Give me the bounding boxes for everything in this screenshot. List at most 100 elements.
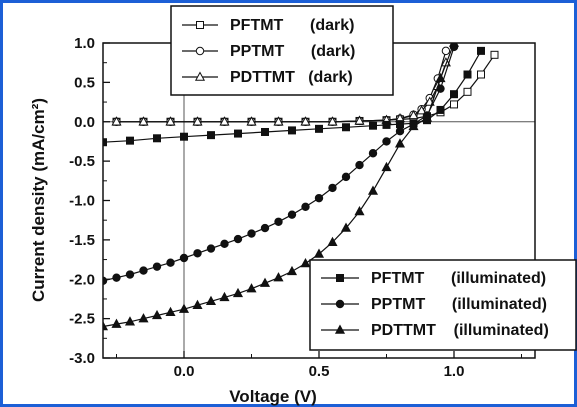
y-tick-label: -3.0 — [69, 350, 95, 367]
data-point — [273, 116, 284, 126]
legend-illuminated-entry-marker — [336, 274, 344, 282]
data-point — [247, 229, 256, 238]
y-tick-label: -0.5 — [69, 153, 95, 170]
data-point — [315, 124, 323, 133]
data-point — [355, 160, 364, 170]
data-point — [246, 283, 257, 293]
legend-illuminated-entry-label: PFTMT (illuminated) — [371, 270, 546, 287]
legend-illuminated-entry-marker — [334, 324, 346, 334]
data-point — [394, 138, 406, 148]
data-point — [435, 72, 446, 83]
data-point — [381, 161, 392, 172]
data-point — [246, 116, 257, 126]
data-point — [219, 291, 230, 302]
data-point — [286, 265, 298, 276]
legend-dark-entry-marker — [196, 21, 204, 29]
legend-dark-entry-marker — [194, 71, 206, 81]
data-point — [193, 249, 202, 258]
data-point — [369, 121, 377, 130]
data-point — [314, 193, 324, 203]
tick-labels: 0.0 0.5 1.0 1.0 0.5 0.0 -0.5 -1.0 -1.5 -2.0 -2.5 -3… — [69, 35, 464, 380]
data-point — [153, 134, 161, 143]
data-point — [382, 137, 391, 146]
data-point — [138, 116, 149, 126]
data-point — [416, 105, 427, 115]
y-tick-label: 1.0 — [74, 35, 95, 52]
y-axis-label: Current density (mA/cm²) — [29, 98, 48, 302]
data-point — [367, 185, 379, 195]
data-point — [301, 202, 310, 212]
data-point — [207, 131, 215, 140]
data-point — [180, 132, 188, 141]
data-point — [192, 299, 203, 309]
data-point — [450, 90, 458, 99]
x-tick-label: 0.5 — [309, 363, 330, 380]
data-point — [354, 115, 365, 125]
data-point — [341, 172, 351, 182]
data-point — [138, 313, 149, 323]
legend-illuminated-entry-marker — [335, 299, 345, 309]
data-point — [219, 116, 230, 126]
y-tick-label: -2.5 — [69, 311, 95, 328]
legend-dark-entry-label: PDTTMT (dark) — [230, 69, 353, 86]
data-point — [111, 116, 122, 126]
legend-illuminated-entry-label: PDTTMT (illuminated) — [371, 322, 549, 339]
data-point — [152, 262, 162, 271]
data-point — [178, 303, 190, 313]
y-tick-label: -1.0 — [69, 193, 95, 210]
data-point — [125, 270, 135, 279]
data-point — [103, 138, 107, 147]
axis-ticks — [103, 42, 522, 359]
data-point — [448, 43, 460, 47]
x-tick-label: 0.0 — [174, 363, 195, 380]
data-point — [192, 116, 203, 126]
data-point — [477, 70, 485, 79]
data-point — [300, 116, 311, 126]
y-tick-label: 0.5 — [74, 74, 95, 91]
y-tick-label: -2.0 — [69, 271, 95, 288]
legend-illuminated: PFTMT (illuminated) PPTMT (illuminated) PD… — [309, 259, 577, 351]
data-point — [179, 253, 189, 263]
data-point — [205, 295, 217, 305]
legend-dark: PFTMT (dark) PPTMT (dark) PDTTMT (dark) — [170, 5, 394, 96]
data-point — [300, 257, 311, 268]
series-layer — [103, 43, 499, 331]
data-point — [287, 210, 297, 219]
data-point — [327, 116, 338, 126]
data-point — [126, 136, 134, 145]
data-point — [463, 87, 472, 96]
data-point — [260, 223, 270, 233]
data-point — [288, 126, 296, 135]
data-point — [463, 70, 472, 79]
series-5 — [103, 43, 460, 331]
data-point — [233, 234, 243, 244]
data-point — [261, 127, 269, 136]
data-point — [342, 123, 350, 132]
data-point — [151, 309, 163, 320]
legend-dark-entry-marker — [195, 46, 205, 56]
y-tick-label: 0.0 — [74, 114, 95, 131]
data-point — [273, 272, 284, 282]
data-point — [441, 46, 451, 56]
data-point — [421, 112, 433, 122]
legend-illuminated-box — [309, 259, 577, 351]
data-point — [396, 120, 404, 129]
data-point — [490, 50, 499, 59]
data-point — [313, 248, 325, 258]
data-point — [477, 46, 485, 55]
data-point — [103, 320, 109, 331]
legend-dark-entry-label: PFTMT (dark) — [230, 17, 354, 34]
data-point — [328, 183, 337, 193]
data-point — [340, 222, 352, 232]
data-point — [166, 258, 175, 267]
data-point — [327, 236, 338, 246]
data-point — [395, 127, 405, 136]
data-point — [354, 205, 365, 216]
legend-dark-entry-label: PPTMT (dark) — [230, 43, 355, 60]
data-point — [382, 120, 391, 129]
data-point — [111, 318, 122, 328]
data-point — [206, 244, 216, 253]
data-point — [165, 116, 176, 126]
